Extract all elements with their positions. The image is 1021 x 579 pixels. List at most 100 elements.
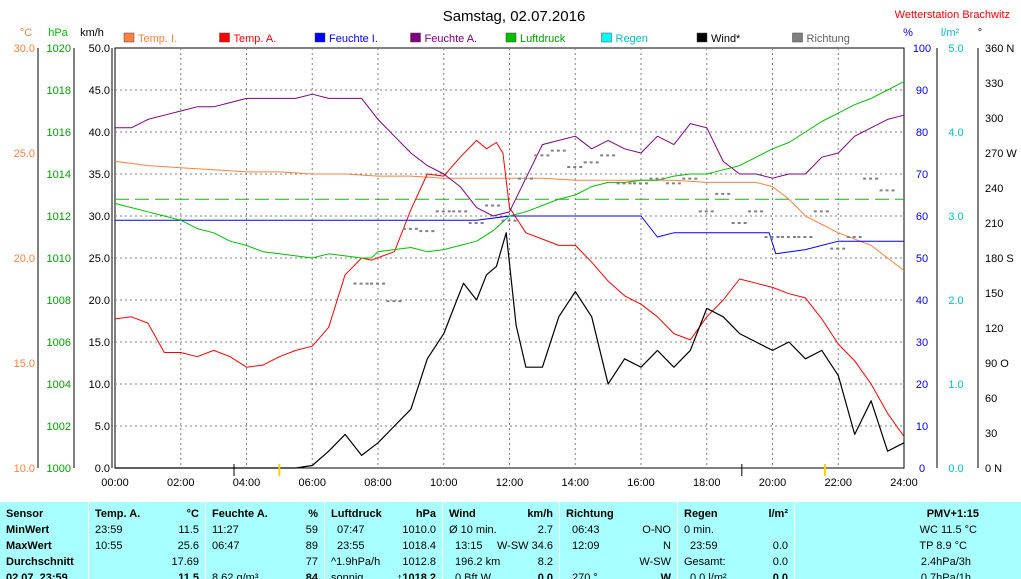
wind-unit: km/h	[527, 508, 553, 520]
direction-tick-label: 360 N	[985, 43, 1014, 55]
x-tick-label: 04:00	[233, 477, 261, 486]
series-line-luftdruck	[114, 81, 905, 259]
direction-min-time: 06:43	[572, 524, 600, 536]
hpa-tick-label: 1004	[47, 379, 71, 391]
pct-tick-label: 20	[916, 379, 928, 391]
rain-unit: l/m²	[768, 508, 788, 520]
hpa-tick-label: 1018	[47, 85, 71, 97]
left-axis-units: °C hPa km/h	[20, 27, 104, 39]
rain-tick-label: 2.0	[948, 295, 963, 307]
humidity-min-time: 11:27	[212, 524, 239, 536]
rain-tick-label: 4.0	[948, 127, 963, 139]
rain-tick-label: 3.0	[948, 211, 963, 223]
pressure-unit: hPa	[415, 508, 436, 520]
direction-tick-label: 240	[985, 183, 1003, 195]
pct-tick-label: 70	[916, 169, 928, 181]
legend-swatch	[410, 32, 421, 43]
humidity-avg-value: 77	[305, 556, 318, 568]
direction-tick-label: 30	[985, 428, 997, 440]
pmv-title: PMV+1:15	[926, 508, 979, 520]
kmh-tick-label: 10.0	[89, 379, 110, 391]
temp-max-time: 10:55	[95, 540, 123, 552]
station-name: Wetterstation Brachwitz	[895, 9, 1010, 21]
row-label-max: MaxWert	[6, 540, 52, 552]
rain-tick-label: 0.0	[948, 463, 963, 475]
sun-timeline: 16:3105:0019:0421:32	[233, 464, 826, 476]
wind-title: Wind	[449, 508, 476, 520]
hpa-tick-label: 1008	[47, 295, 71, 307]
hpa-tick-label: 1014	[47, 169, 71, 181]
x-tick-label: 24:00	[890, 477, 918, 486]
temp-tick-label: 15.0	[14, 358, 35, 370]
legend-entry: Wind*	[711, 33, 741, 45]
direction-avg-value: W-SW	[639, 556, 671, 568]
x-tick-label: 16:00	[627, 477, 655, 486]
wind-max-direction: W-SW	[497, 540, 529, 552]
pmv-dewpoint: TP 8.9 °C	[919, 540, 967, 552]
series-line-feuchte-a	[115, 93, 905, 217]
wind-current-value: 0.0	[537, 572, 553, 579]
rain-max-value: 0.0	[772, 540, 788, 552]
panel-separator	[88, 502, 89, 579]
temp-tick-label: 30.0	[14, 43, 35, 55]
legend-entry: Luftdruck	[520, 33, 566, 45]
hpa-tick-label: 1010	[47, 253, 71, 265]
legend-swatch	[601, 32, 612, 43]
humidity-absolute: 8.62 g/m³	[212, 572, 259, 579]
legend-swatch	[505, 32, 517, 43]
humidity-unit: %	[308, 508, 318, 520]
legend-entry: Regen	[616, 33, 648, 45]
pressure-forecast: sonnig	[331, 572, 364, 579]
panel-labels-column: Sensor MinWert MaxWert Durchschnitt 02.0…	[0, 502, 88, 579]
panel-separator	[559, 502, 560, 579]
wind-run: 196.2 km	[455, 556, 501, 568]
x-tick-label: 08:00	[364, 477, 392, 486]
direction-current-value: W	[660, 572, 671, 579]
chart-title: Samstag, 02.07.2016	[443, 8, 586, 25]
rain-max-time: 23:59	[690, 540, 718, 552]
kmh-tick-label: 35.0	[89, 169, 110, 181]
direction-max-value: N	[663, 540, 671, 552]
temp-title: Temp. A.	[95, 508, 141, 520]
pct-tick-label: 40	[916, 295, 928, 307]
direction-tick-label: 300	[985, 113, 1003, 125]
temp-avg-value: 17.69	[171, 556, 199, 568]
panel-separator	[677, 502, 678, 579]
x-tick-label: 20:00	[759, 477, 787, 486]
rain-tick-label: 1.0	[948, 379, 963, 391]
pressure-column: Luftdruck hPa 07:47 1010.0 23:55 1018.4 …	[325, 502, 442, 579]
right-axes: 10090807060504030201005.04.03.02.01.00.0…	[913, 43, 1018, 475]
hpa-tick-label: 1012	[47, 211, 71, 223]
hpa-tick-label: 1006	[47, 337, 71, 349]
kmh-tick-label: 45.0	[89, 85, 110, 97]
pressure-trend: ^1.9hPa/h	[331, 556, 381, 568]
direction-max-time: 12:09	[572, 540, 600, 552]
temp-tick-label: 10.0	[14, 463, 35, 475]
x-tick-label: 14:00	[561, 477, 589, 486]
direction-tick-label: 60	[985, 393, 997, 405]
x-tick-label: 18:00	[693, 477, 721, 486]
pmv-trend-1h: 0.7hPa/1h	[920, 572, 971, 579]
pressure-min-time: 07:47	[337, 524, 365, 536]
right-unit-label: %	[903, 27, 913, 39]
pct-tick-label: 0	[919, 463, 925, 475]
wind-max-value: 34.6	[531, 540, 553, 552]
wind-max-time: 13:15	[455, 540, 483, 552]
rain-total-value: 0.0	[772, 556, 788, 568]
pct-tick-label: 60	[916, 211, 928, 223]
temp-tick-label: 25.0	[14, 148, 35, 160]
pct-tick-label: 80	[916, 127, 928, 139]
stats-panel: Sensor MinWert MaxWert Durchschnitt 02.0…	[0, 502, 1021, 579]
legend-entry: Temp. A.	[234, 33, 277, 45]
kmh-tick-label: 0.0	[95, 463, 110, 475]
pmv-windchill: WC 11.5 °C	[919, 524, 977, 536]
legend-swatch	[123, 32, 135, 43]
temp-current-value: 11.5	[178, 572, 199, 579]
kmh-tick-label: 30.0	[89, 211, 110, 223]
grid	[115, 48, 904, 468]
left-unit-label: km/h	[80, 27, 104, 39]
pressure-current-value: ↑1018.2	[396, 572, 436, 579]
temp-column: Temp. A. °C 23:59 11.5 10:55 25.6 17.69 …	[89, 502, 205, 579]
direction-tick-label: 120	[985, 323, 1003, 335]
pressure-title: Luftdruck	[331, 508, 382, 520]
